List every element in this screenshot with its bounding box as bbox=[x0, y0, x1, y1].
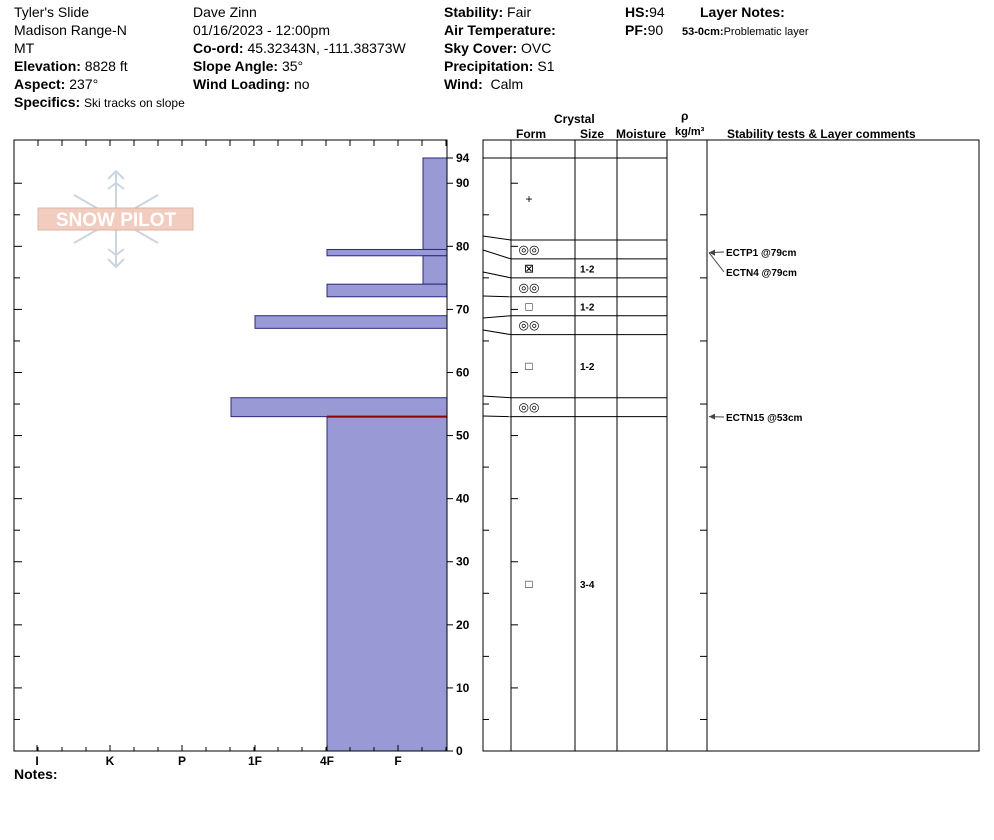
layer-note: 53-0cm:Problematic layer bbox=[682, 26, 809, 38]
y-tick-label: 10 bbox=[456, 681, 470, 695]
stability-test-label: ECTP1 @79cm bbox=[726, 248, 796, 259]
grain-form: ◎◎ bbox=[519, 242, 540, 256]
x-tick-label: P bbox=[178, 754, 186, 768]
grain-form: □ bbox=[525, 299, 532, 313]
layer-connector bbox=[482, 329, 512, 336]
layer-connector bbox=[482, 395, 512, 399]
grain-size: 1-2 bbox=[580, 264, 595, 275]
layer-table-frame bbox=[482, 139, 980, 752]
y-tick-label: 70 bbox=[456, 302, 470, 316]
layer-connector bbox=[482, 295, 512, 298]
y-tick-label: 94 bbox=[456, 151, 470, 165]
notes-label: Notes: bbox=[14, 766, 58, 782]
y-tick-label: 0 bbox=[456, 744, 463, 758]
x-tick-label: K bbox=[106, 754, 115, 768]
stability-test-label: ECTN15 @53cm bbox=[726, 413, 803, 424]
grain-form: ◎◎ bbox=[519, 318, 540, 332]
wind-loading: Wind Loading: no bbox=[193, 76, 310, 92]
layer-connector bbox=[482, 415, 512, 418]
specifics: Specifics: Ski tracks on slope bbox=[14, 94, 185, 110]
grain-form: ⊠ bbox=[524, 261, 534, 275]
wind: Wind: Calm bbox=[444, 76, 524, 92]
grain-form: □ bbox=[525, 577, 532, 591]
stability: Stability: Fair bbox=[444, 4, 532, 20]
col-moisture: Moisture bbox=[616, 127, 667, 141]
col-size: Size bbox=[580, 127, 605, 141]
stability-test-label: ECTN4 @79cm bbox=[726, 268, 797, 279]
col-stability-comments: Stability tests & Layer comments bbox=[727, 127, 916, 141]
layer-connector bbox=[482, 249, 512, 260]
aspect: Aspect: 237° bbox=[14, 76, 99, 92]
grain-size: 1-2 bbox=[580, 302, 595, 313]
hardness-profile bbox=[230, 157, 448, 752]
y-tick-label: 60 bbox=[456, 365, 470, 379]
grain-form: + bbox=[525, 192, 532, 206]
precipitation: Precipitation: S1 bbox=[444, 58, 555, 74]
sky-cover: Sky Cover: OVC bbox=[444, 40, 552, 56]
datetime: 01/16/2023 - 12:00pm bbox=[193, 22, 330, 38]
location: Tyler's Slide bbox=[14, 4, 90, 20]
coord: Co-ord: 45.32343N, -111.38373W bbox=[193, 40, 406, 56]
hardness-bar bbox=[422, 255, 448, 285]
hardness-bar bbox=[422, 157, 448, 250]
grain-size: 3-4 bbox=[580, 580, 595, 591]
hardness-bar bbox=[254, 315, 448, 329]
logo-text: SNOW PILOT bbox=[56, 210, 177, 231]
grain-form: ◎◎ bbox=[519, 400, 540, 414]
layer-connector bbox=[482, 315, 512, 319]
snowpilot-logo: SNOW PILOT bbox=[37, 169, 194, 269]
hardness-bar bbox=[326, 416, 448, 752]
x-tick-label: 1F bbox=[248, 754, 262, 768]
hardness-bar bbox=[230, 397, 448, 418]
col-rho: ρ bbox=[681, 109, 689, 123]
test-arrow-head bbox=[709, 249, 715, 256]
col-density-unit: kg/m³ bbox=[675, 126, 705, 138]
test-arrow-head bbox=[709, 413, 715, 420]
grain-size: 1-2 bbox=[580, 362, 595, 373]
col-form: Form bbox=[516, 127, 546, 141]
y-tick-label: 30 bbox=[456, 555, 470, 569]
y-tick-label: 20 bbox=[456, 618, 470, 632]
state: MT bbox=[14, 40, 35, 56]
hardness-bar bbox=[326, 248, 448, 257]
grain-form: ◎◎ bbox=[519, 280, 540, 294]
hardness-bar bbox=[326, 283, 448, 298]
pf: PF:90 bbox=[625, 22, 664, 38]
layer-notes-label: Layer Notes: bbox=[700, 4, 785, 20]
range: Madison Range-N bbox=[14, 22, 127, 38]
grain-form: □ bbox=[525, 359, 532, 373]
x-tick-label: 4F bbox=[320, 754, 334, 768]
x-tick-label: I bbox=[35, 754, 38, 768]
layer-connector bbox=[482, 271, 512, 279]
y-tick-label: 80 bbox=[456, 239, 470, 253]
elevation: Elevation: 8828 ft bbox=[14, 58, 128, 74]
y-tick-label: 50 bbox=[456, 429, 470, 443]
observer: Dave Zinn bbox=[193, 4, 257, 20]
test-arrow-line bbox=[708, 252, 725, 273]
hs: HS:94 bbox=[625, 4, 665, 20]
col-crystal: Crystal bbox=[554, 112, 595, 126]
x-tick-label: F bbox=[394, 754, 401, 768]
y-tick-label: 90 bbox=[456, 176, 470, 190]
air-temperature: Air Temperature: bbox=[444, 22, 556, 38]
slope-angle: Slope Angle: 35° bbox=[193, 58, 304, 74]
layer-connector bbox=[482, 235, 512, 241]
y-tick-label: 40 bbox=[456, 492, 470, 506]
